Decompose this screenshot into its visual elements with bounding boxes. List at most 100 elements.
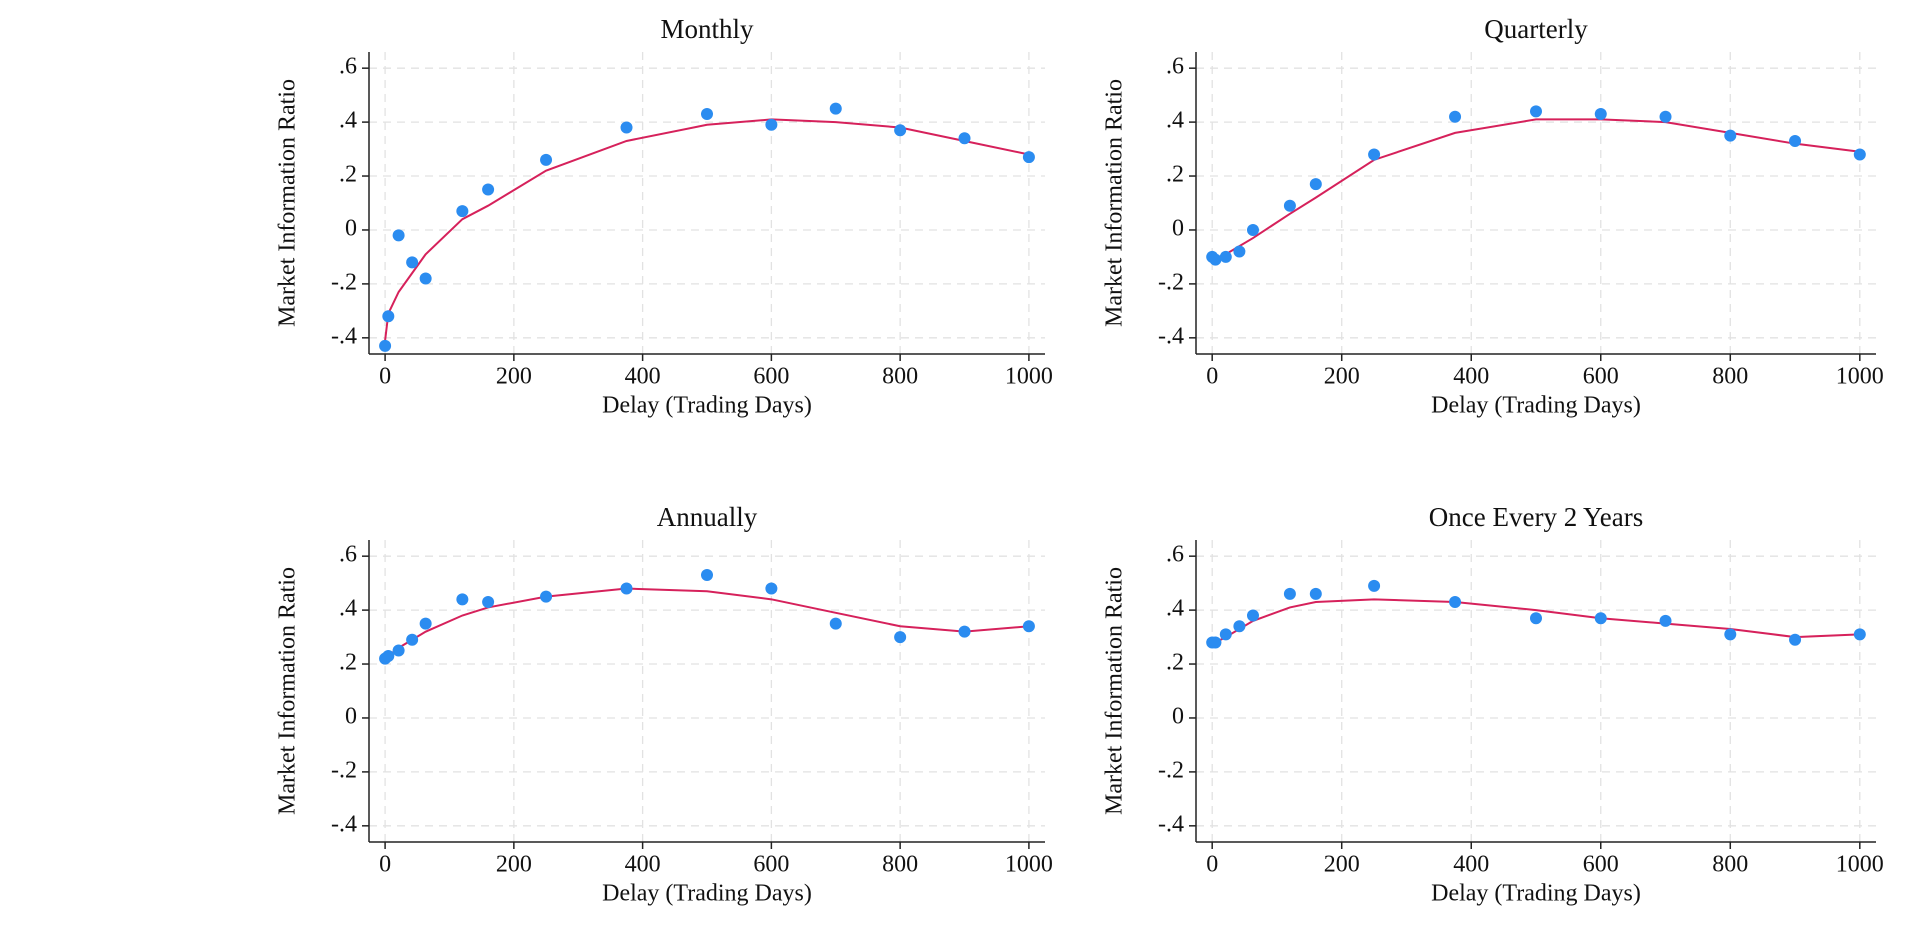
data-point [1724, 628, 1737, 641]
x-tick-label: 600 [1583, 852, 1619, 878]
x-tick-label: 0 [379, 364, 391, 390]
y-tick-label: .2 [339, 650, 357, 676]
data-point [1594, 612, 1607, 625]
y-tick-label: .4 [1166, 596, 1184, 622]
y-tick-label: .2 [1166, 162, 1184, 188]
x-tick-label: 800 [1712, 852, 1748, 878]
x-tick-label: 1000 [1005, 852, 1053, 878]
x-axis-label: Delay (Trading Days) [602, 393, 812, 419]
data-point [765, 118, 778, 131]
data-point [392, 229, 405, 242]
data-point [1659, 110, 1672, 123]
x-tick-label: 200 [1324, 852, 1360, 878]
data-point [1283, 587, 1296, 600]
x-tick-label: 1000 [1005, 364, 1053, 390]
y-tick-label: -.4 [1158, 323, 1184, 349]
data-point [1659, 614, 1672, 627]
data-point [958, 132, 971, 145]
data-point [1853, 628, 1866, 641]
data-point [620, 582, 633, 595]
data-point [1530, 105, 1542, 118]
data-point [382, 649, 395, 662]
x-axis-label: Delay (Trading Days) [1431, 393, 1641, 419]
y-tick-label: 0 [345, 215, 357, 241]
chart-title: Quarterly [1484, 14, 1588, 44]
data-point [1789, 633, 1802, 646]
data-point [1246, 609, 1259, 622]
data-point [540, 153, 553, 166]
x-tick-label: 0 [1206, 364, 1218, 390]
data-point [419, 272, 432, 285]
data-point [1233, 620, 1246, 633]
x-tick-label: 200 [496, 364, 532, 390]
data-point [379, 339, 392, 352]
data-point [1209, 253, 1222, 266]
y-axis-label: Market Information Ratio [275, 79, 301, 327]
data-point [1594, 108, 1607, 121]
data-point [701, 569, 713, 582]
data-point [1219, 628, 1232, 641]
x-tick-label: 200 [1324, 364, 1360, 390]
x-axis-label: Delay (Trading Days) [602, 881, 812, 907]
data-point [1368, 148, 1381, 161]
data-point [958, 625, 971, 638]
data-point [1449, 110, 1462, 123]
data-point [540, 590, 553, 603]
data-point [392, 644, 405, 657]
fit-line [384, 118, 1030, 341]
data-point [765, 582, 778, 595]
data-point [829, 102, 842, 115]
x-tick-label: 400 [625, 852, 661, 878]
y-axis-label: Market Information Ratio [1102, 567, 1128, 815]
data-point [1283, 199, 1296, 212]
data-point [894, 124, 907, 137]
data-point [1309, 178, 1322, 191]
fit-line [1211, 118, 1860, 264]
x-tick-label: 1000 [1836, 364, 1884, 390]
x-tick-label: 600 [1583, 364, 1619, 390]
data-point [1022, 151, 1035, 164]
data-point [482, 596, 495, 609]
data-point [701, 108, 713, 121]
y-axis-label: Market Information Ratio [275, 567, 301, 815]
data-point [456, 593, 469, 606]
data-point [482, 183, 495, 196]
y-tick-label: -.4 [331, 323, 357, 349]
x-tick-label: 200 [496, 852, 532, 878]
y-tick-label: -.4 [1158, 811, 1184, 837]
data-point [894, 631, 907, 644]
y-tick-label: -.2 [1158, 269, 1184, 295]
y-tick-label: -.2 [1158, 757, 1184, 783]
chart-title: Once Every 2 Years [1429, 502, 1643, 532]
y-tick-label: -.4 [331, 811, 357, 837]
data-point [406, 633, 419, 646]
chart-title: Annually [657, 502, 758, 532]
data-point [620, 121, 633, 134]
x-tick-label: 800 [1712, 364, 1748, 390]
x-tick-label: 1000 [1836, 852, 1884, 878]
y-tick-label: 0 [1172, 703, 1184, 729]
x-tick-label: 400 [1453, 364, 1489, 390]
y-tick-label: .2 [339, 162, 357, 188]
data-point [1449, 596, 1462, 609]
x-tick-label: 800 [882, 852, 918, 878]
chart-title: Monthly [660, 14, 754, 44]
x-tick-label: 400 [1453, 852, 1489, 878]
x-tick-label: 800 [882, 364, 918, 390]
data-point [1022, 620, 1035, 633]
data-point [406, 256, 419, 269]
x-axis-label: Delay (Trading Days) [1431, 881, 1641, 907]
y-axis-label: Market Information Ratio [1102, 79, 1128, 327]
data-point [1789, 134, 1802, 147]
data-point [1853, 148, 1866, 161]
y-tick-label: .6 [339, 542, 357, 568]
y-tick-label: .4 [1166, 108, 1184, 134]
y-tick-label: .2 [1166, 650, 1184, 676]
y-tick-label: 0 [345, 703, 357, 729]
fit-line [384, 587, 1029, 660]
y-tick-label: -.2 [331, 269, 357, 295]
data-point [1530, 612, 1542, 625]
data-point [1209, 636, 1222, 649]
data-point [829, 617, 842, 630]
